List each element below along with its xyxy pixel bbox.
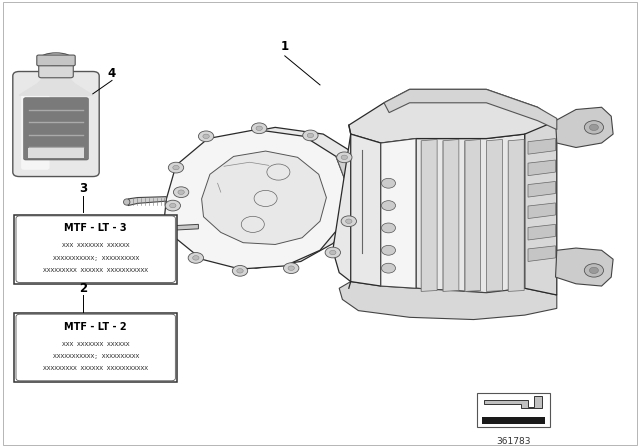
Text: XXXXXXXXX XXXXXX XXXXXXXXXXX: XXXXXXXXX XXXXXX XXXXXXXXXXX	[43, 268, 148, 273]
Polygon shape	[528, 246, 556, 262]
Circle shape	[173, 187, 189, 198]
Text: XXXXXXXXXXX; XXXXXXXXXX: XXXXXXXXXXX; XXXXXXXXXX	[52, 256, 139, 261]
Circle shape	[589, 124, 598, 130]
Polygon shape	[528, 160, 556, 176]
Polygon shape	[164, 129, 349, 269]
Polygon shape	[528, 181, 556, 197]
Circle shape	[173, 165, 179, 170]
Polygon shape	[202, 151, 326, 245]
FancyBboxPatch shape	[14, 215, 177, 284]
Polygon shape	[525, 121, 557, 295]
Text: 2: 2	[79, 282, 87, 295]
Circle shape	[288, 266, 294, 271]
Polygon shape	[465, 139, 481, 291]
Circle shape	[341, 155, 348, 159]
FancyBboxPatch shape	[38, 63, 73, 78]
Polygon shape	[128, 197, 166, 206]
Ellipse shape	[40, 53, 72, 65]
Circle shape	[284, 263, 299, 274]
Polygon shape	[528, 138, 556, 154]
Circle shape	[346, 219, 352, 224]
Polygon shape	[416, 134, 525, 293]
Circle shape	[256, 126, 262, 130]
Circle shape	[198, 131, 214, 142]
Bar	[477, 393, 550, 427]
Polygon shape	[333, 134, 381, 286]
Circle shape	[381, 178, 396, 188]
Polygon shape	[181, 127, 362, 268]
Polygon shape	[165, 224, 198, 232]
Text: 4: 4	[108, 67, 116, 80]
Polygon shape	[19, 76, 93, 95]
Polygon shape	[556, 248, 613, 286]
Circle shape	[325, 247, 340, 258]
Circle shape	[303, 130, 318, 141]
Circle shape	[381, 263, 396, 273]
Circle shape	[168, 162, 184, 173]
Polygon shape	[508, 139, 524, 291]
Text: XXX XXXXXXX XXXXXX: XXX XXXXXXX XXXXXX	[62, 341, 129, 346]
Circle shape	[237, 269, 243, 273]
Circle shape	[589, 267, 598, 274]
Text: XXX XXXXXXX XXXXXX: XXX XXXXXXX XXXXXX	[62, 243, 129, 248]
Text: 361783: 361783	[497, 437, 531, 446]
Polygon shape	[339, 282, 557, 319]
Circle shape	[203, 134, 209, 138]
Polygon shape	[336, 152, 372, 244]
Polygon shape	[381, 138, 416, 288]
Polygon shape	[556, 107, 613, 147]
Circle shape	[584, 264, 604, 277]
Polygon shape	[528, 203, 556, 219]
FancyBboxPatch shape	[13, 72, 99, 177]
Circle shape	[252, 123, 267, 134]
Circle shape	[337, 152, 352, 163]
Polygon shape	[384, 90, 557, 129]
Circle shape	[165, 200, 180, 211]
Circle shape	[307, 133, 314, 138]
Bar	[28, 148, 84, 158]
Polygon shape	[484, 396, 541, 409]
Text: 1: 1	[281, 40, 289, 53]
Polygon shape	[421, 139, 437, 291]
Circle shape	[188, 253, 204, 263]
Circle shape	[170, 203, 176, 208]
FancyBboxPatch shape	[24, 98, 88, 160]
Text: XXXXXXXXX XXXXXX XXXXXXXXXXX: XXXXXXXXX XXXXXX XXXXXXXXXXX	[43, 366, 148, 371]
Circle shape	[232, 266, 248, 276]
Ellipse shape	[124, 199, 130, 205]
Circle shape	[330, 250, 336, 255]
Circle shape	[381, 223, 396, 233]
Text: 3: 3	[79, 182, 87, 195]
Circle shape	[584, 121, 604, 134]
Text: XXXXXXXXXXX; XXXXXXXXXX: XXXXXXXXXXX; XXXXXXXXXX	[52, 354, 139, 359]
Polygon shape	[528, 224, 556, 240]
Polygon shape	[486, 139, 502, 291]
Text: MTF - LT - 2: MTF - LT - 2	[65, 322, 127, 332]
Circle shape	[381, 201, 396, 211]
FancyBboxPatch shape	[36, 55, 76, 66]
Polygon shape	[443, 139, 459, 291]
Circle shape	[193, 256, 199, 260]
Polygon shape	[349, 90, 557, 143]
Bar	[482, 417, 545, 424]
FancyBboxPatch shape	[14, 313, 177, 382]
Circle shape	[381, 246, 396, 255]
Circle shape	[341, 216, 356, 227]
Circle shape	[178, 190, 184, 194]
Text: MTF - LT - 3: MTF - LT - 3	[65, 224, 127, 233]
FancyBboxPatch shape	[21, 93, 50, 170]
